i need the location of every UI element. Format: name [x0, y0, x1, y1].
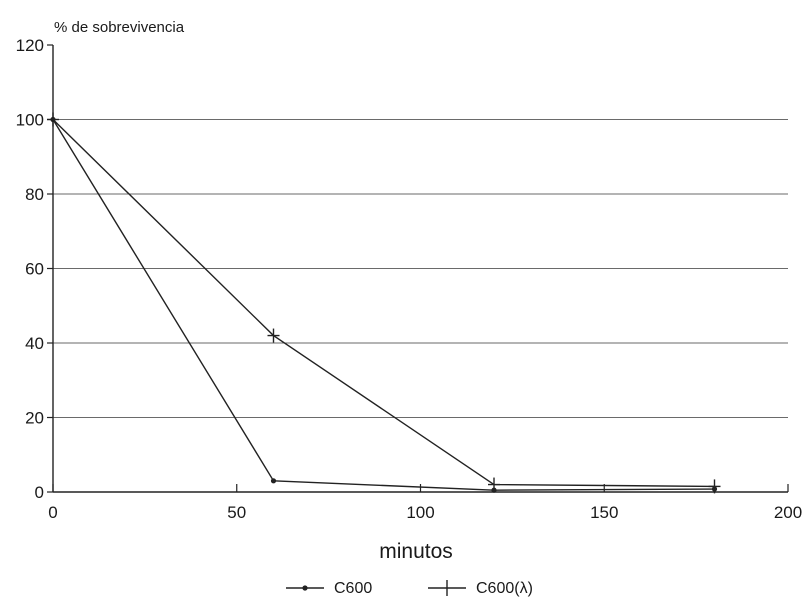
- axis-layer: 0 20 40 60 80 100 120 0 50 100 150 200: [16, 36, 803, 522]
- y-tick-label-20: 20: [25, 409, 44, 428]
- y-tick-label-60: 60: [25, 260, 44, 279]
- y-tick-label-0: 0: [35, 483, 44, 502]
- series-layer: [47, 112, 721, 494]
- y-tick-label-40: 40: [25, 334, 44, 353]
- x-tick-label-150: 150: [590, 503, 618, 522]
- x-tick-label-50: 50: [227, 503, 246, 522]
- label-layer: % de sobrevivencia minutos: [54, 19, 453, 563]
- legend: C600 C600(λ): [286, 580, 533, 597]
- series-2-point-0: [47, 112, 59, 127]
- y-tick-label-100: 100: [16, 111, 44, 130]
- legend-item-1: C600: [286, 580, 372, 597]
- x-tick-label-200: 200: [774, 503, 802, 522]
- series-line-2: [52, 119, 715, 488]
- series-line-1: [52, 119, 715, 491]
- y-tick-label-120: 120: [16, 36, 44, 55]
- series-2-point-3: [708, 479, 721, 494]
- series-1-point-1: [270, 478, 277, 484]
- grid-layer: [53, 118, 788, 419]
- legend-marker-1: [302, 585, 308, 591]
- legend-item-2: C600(λ): [428, 580, 533, 597]
- legend-label-1: C600: [334, 580, 372, 597]
- x-tick-label-0: 0: [48, 503, 57, 522]
- series-2-point-1: [267, 328, 280, 343]
- x-axis-title: minutos: [379, 540, 453, 563]
- series-2-point-2: [488, 477, 500, 492]
- x-tick-label-100: 100: [406, 503, 434, 522]
- y-axis-title: % de sobrevivencia: [54, 19, 185, 36]
- y-tick-label-80: 80: [25, 185, 44, 204]
- legend-label-2: C600(λ): [476, 580, 533, 597]
